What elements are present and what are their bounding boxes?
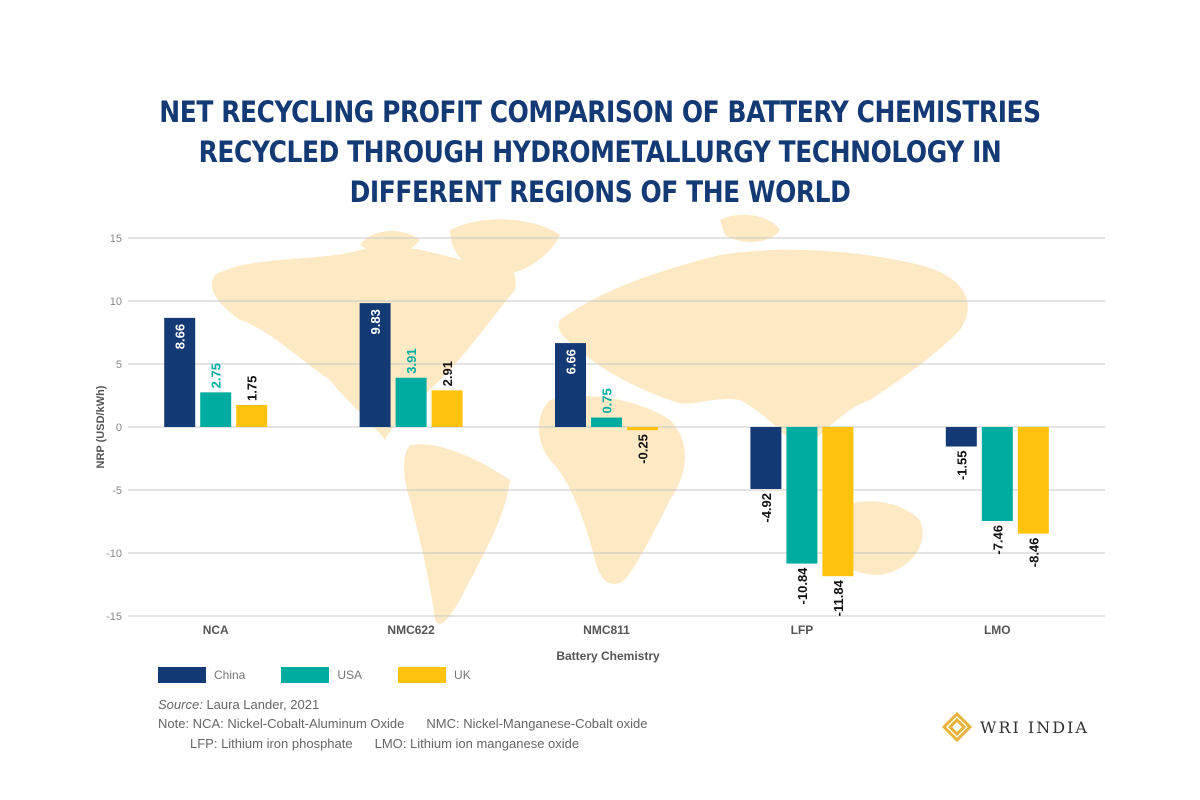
legend-label: China [214,668,246,682]
labels: 15 10 5 0 -5 -10 -15 NRP (USD/kWh) Battery Chemi… [95,233,1041,663]
x-axis-label: Battery Chemistry [556,649,660,663]
data-label: -4.92 [759,493,774,523]
data-label: 6.66 [564,349,579,374]
legend: China USA UK [158,667,507,683]
source: Source: Laura Lander, 2021 [158,697,319,712]
source-text: Laura Lander, 2021 [206,697,320,712]
data-label: -7.46 [990,525,1005,555]
data-label: -0.25 [636,434,651,464]
y-tick-label: 10 [110,296,122,308]
legend-item-usa: USA [281,667,362,683]
legend-swatch [398,667,447,683]
legend-item-uk: UK [398,667,471,683]
note-lfp: LFP: Lithium iron phosphate [190,736,353,751]
title-line: NET RECYCLING PROFIT COMPARISON OF BATTE… [159,95,1041,129]
data-label: 8.66 [173,324,188,349]
title-line: DIFFERENT REGIONS OF THE WORLD [349,175,851,209]
title-line: RECYCLED THROUGH HYDROMETALLURGY TECHNOL… [198,135,1002,169]
data-label: 0.75 [600,388,615,413]
data-label: 1.75 [245,376,260,401]
x-tick-label: LMO [984,623,1011,637]
legend-item-china: China [158,667,245,683]
legend-label: USA [337,668,363,682]
x-tick-label: NMC811 [583,623,630,637]
bar-usa [981,427,1013,521]
note-nmc: NMC: Nickel-Manganese-Cobalt oxide [426,716,648,731]
bar-china [555,343,586,427]
note-line-1: Note: NCA: Nickel-Cobalt-Aluminum Oxide N… [158,716,647,731]
data-label: 2.91 [440,361,455,386]
data-label: -11.84 [831,579,846,616]
y-tick-label: -15 [106,611,122,623]
x-tick-label: NMC622 [387,623,435,637]
data-label: -8.46 [1026,538,1041,568]
data-label: 3.91 [404,348,419,373]
world-map-background [211,214,968,624]
bar-uk [1017,427,1049,534]
source-label: Source: [158,697,203,712]
bar-uk [627,427,658,431]
bar-china [945,427,977,447]
x-tick-label: NCA [203,623,229,637]
y-tick-label: 0 [116,422,122,434]
bar-china [359,303,391,427]
legend-swatch [281,667,330,683]
data-label: -10.84 [795,567,810,605]
data-label: -1.55 [954,451,969,481]
legend-label: UK [454,668,471,682]
note-nca: Note: NCA: Nickel-Cobalt-Aluminum Oxide [158,716,405,731]
note-line-2: LFP: Lithium iron phosphate LMO: Lithium … [190,736,579,751]
y-tick-label: 15 [110,233,122,245]
logo-icon [942,712,972,742]
bar-uk [236,404,268,427]
y-tick-label: -10 [106,548,122,560]
y-tick-label: -5 [112,485,122,497]
bar-usa [200,392,232,427]
note-lmo: LMO: Lithium ion manganese oxide [374,736,580,751]
y-tick-label: 5 [116,359,122,371]
bar-usa [395,377,427,427]
bar-china [750,427,782,489]
wri-india-logo: WRI INDIA [942,712,1089,742]
legend-swatch [158,667,206,683]
data-label: 2.75 [209,363,224,388]
bar-china [164,317,196,427]
bar-uk [822,427,854,577]
bar-usa [786,427,818,564]
bars [164,303,1049,577]
logo-text: WRI INDIA [980,717,1089,737]
x-tick-label: LFP [791,623,814,637]
bar-usa [591,417,622,427]
data-label: 9.83 [368,309,383,334]
chart-title: NET RECYCLING PROFIT COMPARISON OF BATTE… [84,92,1116,212]
bar-uk [431,390,463,427]
y-axis-label: NRP (USD/kWh) [95,385,107,468]
